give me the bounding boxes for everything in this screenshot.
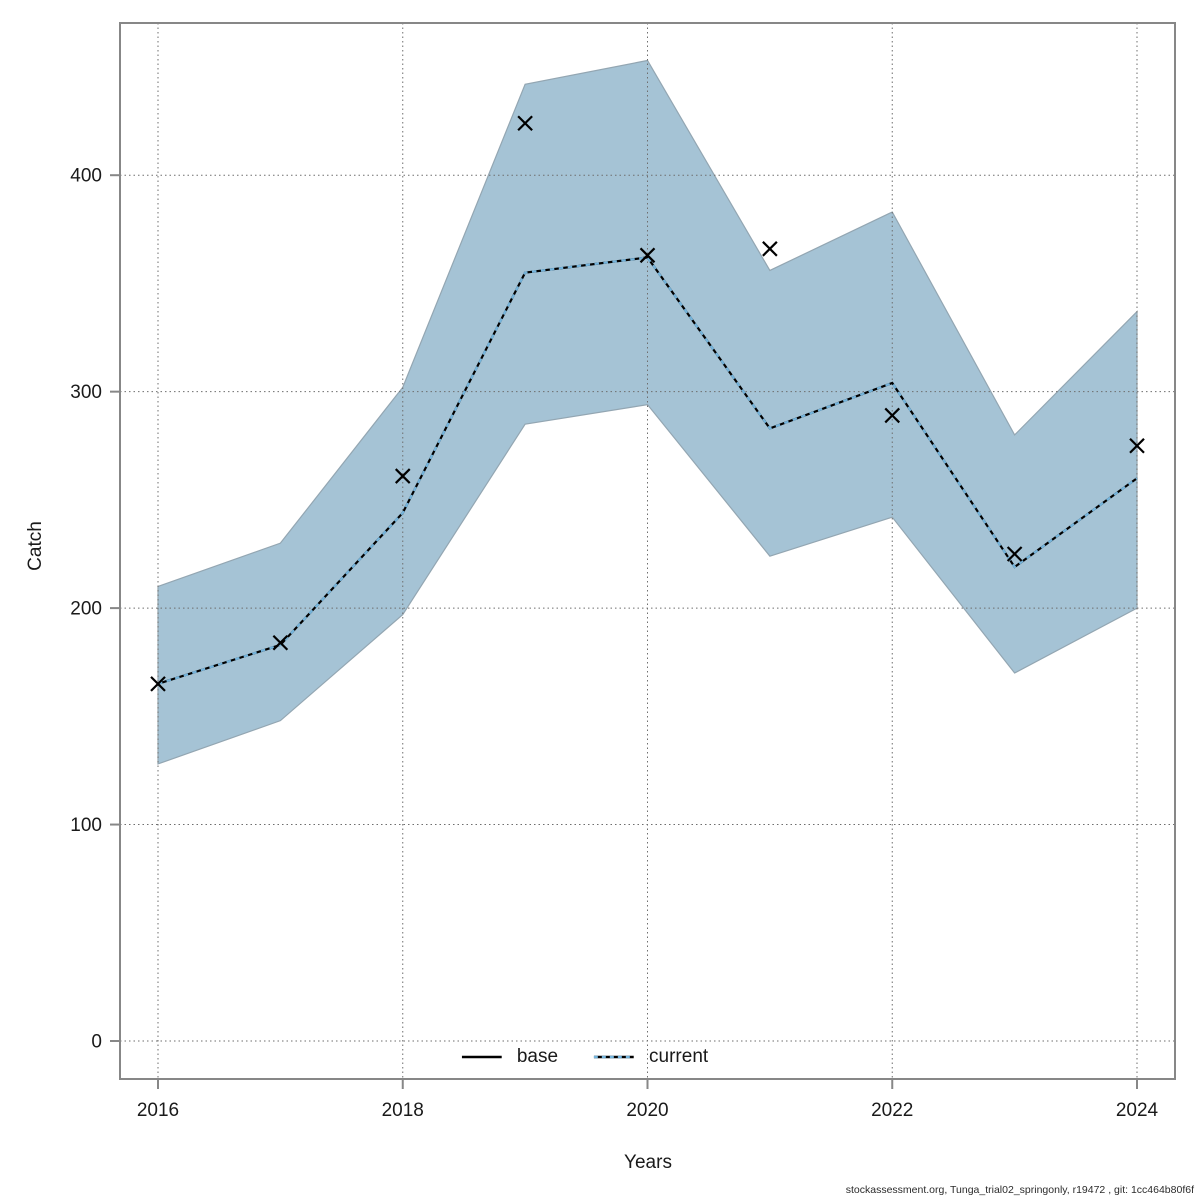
y-tick-label: 300 (70, 382, 102, 403)
y-tick-label: 100 (70, 815, 102, 836)
observed-catch-marker-x (150, 676, 166, 692)
y-tick-label: 200 (70, 599, 102, 620)
observed-catch-marker-x (394, 468, 411, 484)
observed-catch-marker-x (762, 241, 778, 257)
legend-current-line-sample (594, 1055, 635, 1059)
observed-catch-marker-x (517, 115, 533, 132)
observed-catch-marker-x (272, 634, 289, 651)
legend: base current (461, 1046, 708, 1068)
x-tick-label: 2022 (871, 1100, 913, 1121)
y-tick-label: 0 (91, 1032, 102, 1053)
x-axis-title: Years (624, 1152, 672, 1173)
legend-item-current: current (594, 1046, 708, 1068)
legend-base-label: base (516, 1046, 559, 1067)
observed-catch-marker-x (639, 247, 656, 264)
x-tick-label: 2018 (382, 1100, 424, 1121)
y-tick-label: 400 (70, 166, 102, 187)
legend-base-line-sample (461, 1055, 502, 1059)
footer-text: stockassessment.org, Tunga_trial02_sprin… (845, 1184, 1194, 1196)
x-tick-label: 2016 (137, 1100, 179, 1121)
observed-catch-marker-x (884, 407, 901, 424)
legend-item-base: base (461, 1046, 559, 1068)
x-tick-label: 2020 (626, 1100, 668, 1121)
legend-current-label: current (649, 1046, 709, 1067)
observed-catch-marker-x (1006, 546, 1023, 562)
y-axis-title: Catch (25, 521, 46, 571)
current-line (157, 256, 1138, 685)
observed-catch-marker-x (1129, 437, 1145, 454)
observed-catch-markers (150, 115, 1145, 692)
x-tick-label: 2024 (1116, 1100, 1159, 1121)
